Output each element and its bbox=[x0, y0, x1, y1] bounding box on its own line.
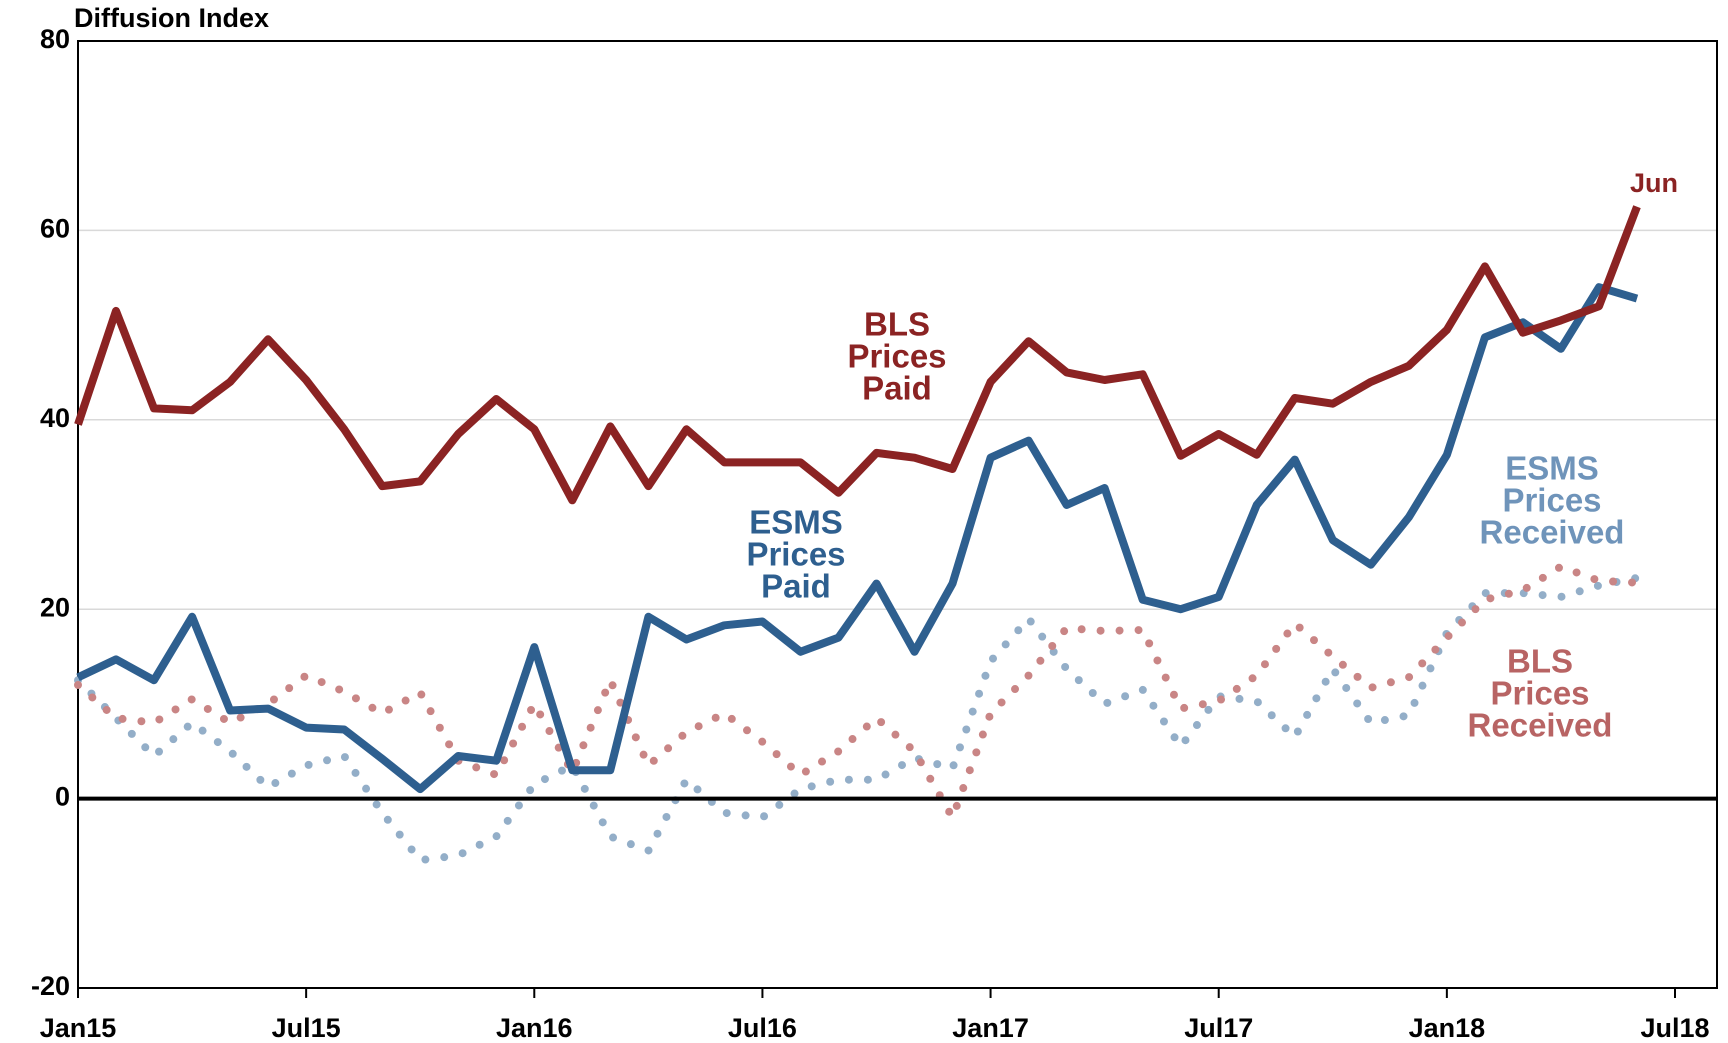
annotation: BLS bbox=[1507, 643, 1573, 680]
y-tick-label: -20 bbox=[31, 971, 70, 1001]
series-line bbox=[74, 573, 1641, 865]
x-tick-label: Jul18 bbox=[1640, 1013, 1709, 1043]
y-tick-label: 40 bbox=[40, 403, 70, 433]
y-tick-label: 0 bbox=[55, 782, 70, 812]
series-line bbox=[76, 283, 1639, 794]
y-tick-label: 60 bbox=[40, 214, 70, 244]
x-tick-label: Jan15 bbox=[40, 1013, 117, 1043]
y-tick-label: 20 bbox=[40, 592, 70, 622]
plot-frame bbox=[77, 40, 1718, 989]
annotation: Paid bbox=[761, 568, 831, 605]
annotation: Prices bbox=[1502, 482, 1601, 519]
annotation: Paid bbox=[862, 370, 932, 407]
annotation: Jun bbox=[1630, 168, 1678, 198]
annotation: Received bbox=[1468, 707, 1613, 744]
y-tick-label: 80 bbox=[40, 24, 70, 54]
x-tick-label: Jul15 bbox=[272, 1013, 341, 1043]
annotation: ESMS bbox=[749, 504, 843, 541]
annotation: ESMS bbox=[1505, 450, 1599, 487]
annotation: Prices bbox=[746, 536, 845, 573]
annotation: Received bbox=[1480, 514, 1625, 551]
x-tick-label: Jan16 bbox=[496, 1013, 573, 1043]
series-line bbox=[74, 562, 1641, 822]
annotation: Prices bbox=[847, 338, 946, 375]
annotation: Prices bbox=[1490, 675, 1589, 712]
annotation: BLS bbox=[864, 306, 930, 343]
x-tick-label: Jul16 bbox=[728, 1013, 797, 1043]
series-line bbox=[74, 205, 1641, 505]
x-tick-label: Jan18 bbox=[1409, 1013, 1486, 1043]
x-tick-label: Jul17 bbox=[1184, 1013, 1253, 1043]
y-axis-title: Diffusion Index bbox=[74, 3, 269, 33]
x-tick-label: Jan17 bbox=[952, 1013, 1029, 1043]
